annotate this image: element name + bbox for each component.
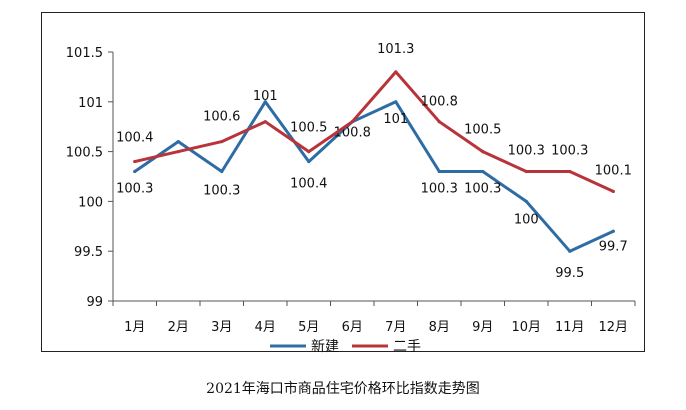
data-point (307, 159, 311, 164)
series-line-二手 (133, 70, 615, 193)
data-point (568, 249, 572, 253)
y-tick-label: 101 (78, 96, 103, 111)
data-point (307, 150, 311, 154)
legend-label: 新建 (311, 339, 339, 355)
data-label: 100.6 (203, 110, 240, 125)
x-tick-label: 2月 (168, 320, 189, 335)
data-label: 100 (514, 212, 539, 227)
data-label: 100.3 (203, 184, 240, 199)
y-tick-label: 99 (86, 295, 103, 310)
data-point (133, 159, 137, 164)
data-label: 100.3 (464, 182, 501, 197)
data-point (394, 70, 398, 74)
chart-frame (41, 12, 645, 352)
data-label: 100.5 (464, 123, 501, 138)
y-tick-label: 101.5 (66, 46, 103, 61)
y-tick-label: 99.5 (74, 245, 103, 260)
line-chart: 99 99.5 100 100.5 101 101.5 1月 2月 3月 4月 5月 6月 7月 8月 9月… (66, 42, 636, 355)
x-tick-label: 6月 (342, 320, 363, 335)
x-tick-label: 7月 (385, 320, 406, 335)
data-point (568, 169, 572, 174)
data-point (481, 169, 485, 174)
x-tick-label: 8月 (429, 320, 450, 335)
x-tick-label: 3月 (211, 320, 232, 335)
x-tick-label: 1月 (124, 320, 145, 335)
data-point (220, 169, 224, 174)
x-tick-label: 10月 (511, 320, 541, 335)
data-label: 100.5 (290, 121, 327, 136)
legend-label: 二手 (393, 339, 421, 355)
data-label: 99.7 (599, 239, 628, 254)
data-point (437, 120, 441, 124)
data-point (394, 100, 398, 104)
data-point (350, 120, 354, 124)
data-label: 100.3 (551, 144, 588, 159)
x-tick-label: 12月 (598, 320, 628, 335)
data-label: 101 (253, 89, 278, 104)
data-label: 99.5 (555, 266, 584, 281)
data-label: 100.4 (290, 177, 327, 192)
data-label: 100.8 (421, 95, 458, 110)
data-label: 100.3 (116, 182, 153, 197)
data-point (611, 229, 615, 233)
data-point (133, 169, 137, 174)
data-point (263, 120, 267, 124)
chart-caption: 2021年海口市商品住宅价格环比指数走势图 (206, 381, 480, 397)
data-point (437, 169, 441, 174)
data-point (524, 169, 528, 174)
x-tick-label: 11月 (555, 320, 585, 335)
data-label: 100.4 (116, 131, 153, 146)
data-point (220, 140, 224, 144)
y-tick-label: 100.5 (66, 146, 103, 161)
data-label: 100.8 (334, 126, 371, 141)
data-point (176, 140, 180, 144)
data-point (524, 199, 528, 203)
data-label: 100.3 (421, 182, 458, 197)
data-label: 101 (383, 112, 408, 127)
data-point (263, 100, 267, 104)
data-label: 101.3 (377, 42, 414, 57)
x-tick-label: 4月 (255, 320, 276, 335)
data-label: 100.3 (508, 144, 545, 159)
y-tick-label: 100 (78, 195, 103, 210)
x-tick-label: 5月 (298, 320, 319, 335)
series-line-新建 (133, 100, 615, 253)
x-tick-label: 9月 (472, 320, 493, 335)
data-point (611, 189, 615, 194)
data-label: 100.1 (595, 163, 632, 178)
data-point (176, 150, 180, 154)
data-point (481, 150, 485, 154)
